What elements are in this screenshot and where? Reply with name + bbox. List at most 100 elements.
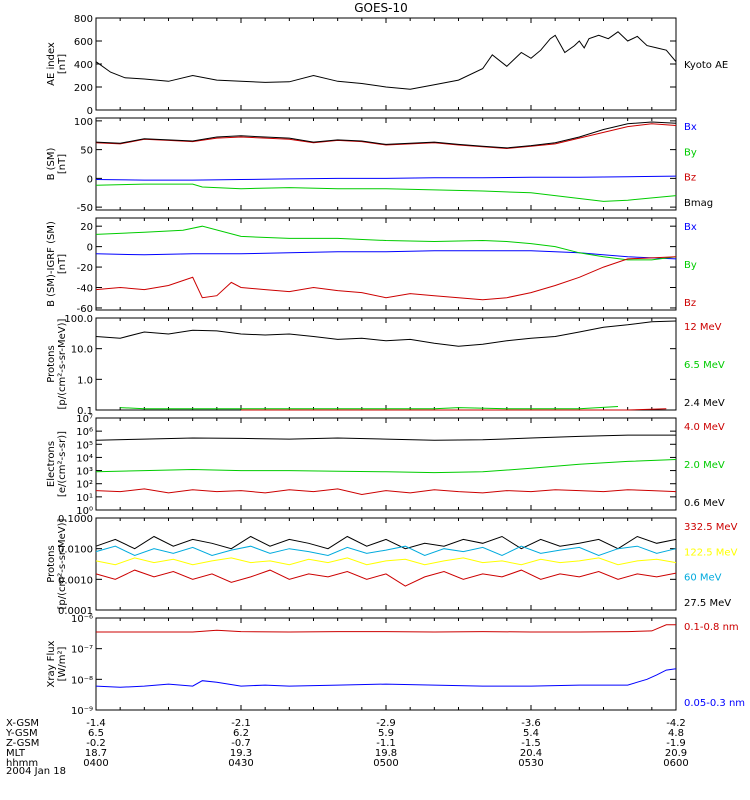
footer-value: 5.9	[378, 728, 394, 739]
footer-value: -0.7	[231, 738, 251, 749]
legend-entry: Bz	[684, 173, 696, 184]
y-tick-label: 10.0	[71, 345, 93, 356]
y-tick-label: 10⁻⁷	[71, 645, 93, 656]
y-tick-label: 600	[74, 37, 93, 48]
y-tick-label: 10⁻⁹	[71, 706, 93, 717]
footer-value: -2.9	[376, 718, 396, 729]
figure-title: GOES-10	[354, 1, 408, 15]
y-tick-label: 10⁰	[76, 506, 93, 517]
footer-value: 4.8	[668, 728, 684, 739]
series-line-0-1-0-8-nm	[96, 624, 676, 633]
y-tick-label: 0	[87, 174, 93, 185]
y-tick-label: 10⁵	[76, 440, 93, 451]
footer-row-label: Z-GSM	[6, 738, 39, 749]
series-line-0-05-0-3-nm	[95, 668, 677, 688]
legend-entry: By	[684, 260, 697, 271]
y-tick-label: 0.0010	[58, 575, 93, 586]
footer-row-label: MLT	[6, 748, 26, 759]
series-line-bx	[95, 175, 677, 181]
y-axis-title: Xray Flux	[46, 640, 57, 687]
footer-row-label: X-GSM	[6, 718, 39, 729]
series-line-4-0-mev	[95, 488, 677, 496]
legend-entry: 6.5 MeV	[684, 360, 725, 371]
y-tick-label: 0	[87, 243, 93, 254]
y-axis-title: [p/(cm²-s-sr-MeV)]	[57, 518, 68, 609]
footer-value: -2.1	[231, 718, 251, 729]
y-tick-label: 0	[87, 106, 93, 117]
legend-entry: 27.5 MeV	[684, 598, 731, 609]
y-tick-label: 10⁶	[76, 427, 93, 438]
y-tick-label: 0.0001	[58, 606, 93, 617]
series-line-332-5-mev	[95, 569, 677, 587]
series-line-6-5-mev	[120, 406, 619, 410]
y-tick-label: -50	[77, 203, 93, 214]
footer-value: -3.6	[521, 718, 541, 729]
series-line-bz	[95, 256, 677, 301]
y-tick-label: 10⁻⁶	[71, 614, 93, 625]
footer-value: 0600	[663, 758, 688, 769]
y-tick-label: 800	[74, 14, 93, 25]
series-line-bmag	[95, 121, 677, 149]
y-tick-label: 20	[80, 222, 93, 233]
footer-date: 2004 Jan 18	[6, 766, 66, 777]
footer-value: 19.3	[230, 748, 252, 759]
y-axis-title: AE index	[46, 42, 57, 86]
panel-6: 0.0001 0.0010 0.0100 0.1000 Protons [p/(cm²-s…	[46, 514, 738, 617]
footer-value: -1.4	[86, 718, 106, 729]
y-tick-label: 400	[74, 60, 93, 71]
y-tick-label: 0.0100	[58, 545, 93, 556]
series-line-by	[95, 183, 677, 202]
legend-entry: 0.6 MeV	[684, 498, 725, 509]
panel-1: 0 200 400 600 800 AE index [nT] Kyoto AE	[46, 14, 728, 117]
series-line-27-5-mev	[95, 535, 677, 550]
footer-value: 0530	[518, 758, 543, 769]
legend-entry: By	[684, 147, 697, 158]
y-tick-label: 10⁴	[76, 453, 93, 464]
y-axis-title: B (SM)-IGRF (SM)	[46, 221, 57, 307]
y-axis-title: [nT]	[57, 54, 68, 74]
legend-entry: 332.5 MeV	[684, 522, 738, 533]
panel-5: 10⁰ 10¹ 10² 10³ 10⁴ 10⁵ 10⁶ 10⁷ Electrons [e/(cm²…	[46, 414, 725, 517]
y-axis-title: [e/(cm²-s-sr)]	[57, 431, 68, 497]
legend-entry: 122.5 MeV	[684, 547, 738, 558]
plot-frame	[95, 517, 677, 611]
y-tick-label: 100	[74, 117, 93, 128]
series-line-60-mev	[95, 545, 677, 557]
legend-entry: 60 MeV	[684, 573, 722, 584]
footer-value: 19.8	[375, 748, 397, 759]
series-line-122-5-mev	[95, 557, 677, 566]
legend-entry: 12 MeV	[684, 322, 722, 333]
orbit-footer: X-GSM -1.4 -2.1 -2.9 -3.6 -4.2 Y-GSM 6.5 6.2 5.9 5…	[5, 718, 689, 769]
y-tick-label: 10⁻⁸	[71, 675, 93, 686]
y-tick-label: 10⁷	[76, 414, 93, 425]
legend-entry: 2.0 MeV	[684, 460, 725, 471]
series-line-by	[95, 225, 677, 261]
footer-value: 6.5	[88, 728, 104, 739]
y-axis-title: B (SM)	[46, 147, 57, 180]
y-axis-title: Protons	[46, 545, 57, 582]
y-axis-title: [W/m²]	[57, 646, 68, 681]
legend-entry: Bmag	[684, 198, 713, 209]
series-line-12-mev	[241, 408, 667, 411]
y-axis-title: [nT]	[57, 154, 68, 174]
footer-value: -1.9	[666, 738, 686, 749]
footer-value: 0430	[228, 758, 253, 769]
y-tick-label: -20	[77, 263, 93, 274]
panel-2: -50 0 50 100 B (SM) [nT] Bx By Bz Bmag	[46, 117, 713, 214]
panel-4: 0.1 1.0 10.0 100.0 Protons [p/(cm²-s-sr-MeV)]…	[46, 314, 725, 417]
y-tick-label: 50	[80, 146, 93, 157]
footer-value: -1.1	[376, 738, 396, 749]
plot-frame	[95, 17, 677, 111]
legend-entry: Bz	[684, 298, 696, 309]
series-line-kyoto-ae	[95, 31, 677, 90]
legend-entry: 2.4 MeV	[684, 398, 725, 409]
y-tick-label: -60	[77, 304, 93, 315]
footer-row-label: Y-GSM	[5, 728, 38, 739]
series-line-2-4-mev	[95, 320, 677, 347]
footer-value: 5.4	[523, 728, 539, 739]
y-tick-label: 0.1000	[58, 514, 93, 525]
y-axis-title: [p/(cm²-s-sr-MeV)]	[57, 318, 68, 409]
y-tick-label: 10¹	[76, 493, 93, 504]
plot-frame	[95, 217, 677, 311]
